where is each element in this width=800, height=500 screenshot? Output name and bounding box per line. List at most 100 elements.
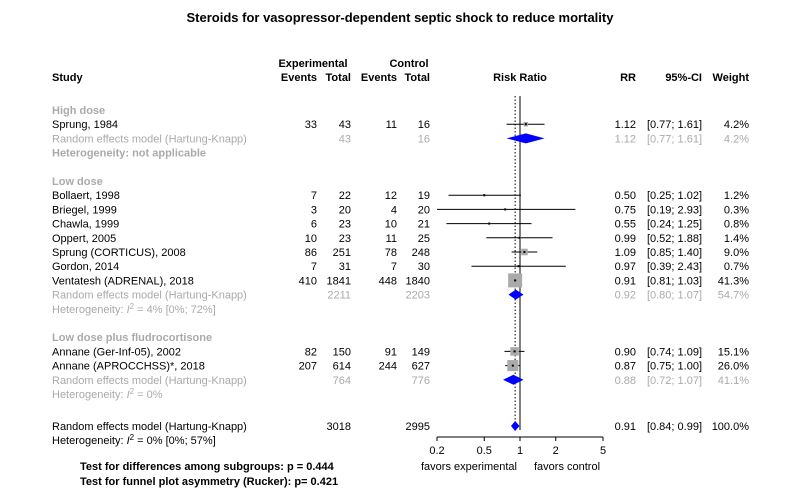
x-tick-label: 0.5: [477, 445, 492, 457]
heterogeneity-text: Heterogeneity: I2 = 4% [0%; 72%]: [52, 302, 216, 316]
exp-total: 1841: [327, 275, 351, 287]
exp-total: 31: [339, 261, 351, 273]
exp-total: 150: [333, 346, 351, 358]
exp-events: 207: [299, 361, 317, 373]
overall-ctrl-total: 2995: [406, 421, 430, 433]
effect-point: [504, 208, 507, 211]
pooled-ctrl-total: 776: [412, 375, 430, 387]
study-name: Gordon, 2014: [52, 261, 119, 273]
rr-value: 0.50: [615, 190, 636, 202]
rr-value: 0.90: [615, 346, 636, 358]
ci-value: [0.75; 1.00]: [647, 361, 702, 373]
overall-label: Random effects model (Hartung-Knapp): [52, 421, 247, 433]
exp-total: 614: [333, 361, 351, 373]
header-experimental: Experimental: [278, 58, 347, 70]
pooled-diamond: [506, 133, 545, 144]
weight-value: 1.4%: [724, 233, 749, 245]
overall-weight: 100.0%: [712, 421, 750, 433]
exp-total: 23: [339, 219, 351, 231]
exp-total: 20: [339, 204, 351, 216]
exp-events: 7: [311, 190, 317, 202]
pooled-label: Random effects model (Hartung-Knapp): [52, 133, 247, 145]
exp-total: 23: [339, 233, 351, 245]
funnel-test-footnote: Test for funnel plot asymmetry (Rucker):…: [80, 476, 338, 488]
x-tick-label: 0.2: [429, 445, 444, 457]
exp-events: 7: [311, 261, 317, 273]
ci-value: [0.81; 1.03]: [647, 275, 702, 287]
effect-point: [514, 279, 517, 282]
pooled-ci: [0.77; 1.61]: [647, 133, 702, 145]
heterogeneity-text: Heterogeneity: I2 = 0%: [52, 387, 163, 401]
effect-point: [523, 251, 526, 253]
pooled-label: Random effects model (Hartung-Knapp): [52, 375, 247, 387]
pooled-rr: 0.88: [615, 375, 636, 387]
header-exp-events: Events: [281, 72, 317, 84]
ctrl-total: 21: [418, 219, 430, 231]
ctrl-events: 11: [386, 233, 397, 245]
ctrl-events: 12: [385, 190, 397, 202]
header-rr: RR: [620, 72, 636, 84]
effect-point: [483, 194, 486, 197]
exp-events: 10: [305, 233, 317, 245]
exp-total: 22: [339, 190, 351, 202]
ci-value: [0.24; 1.25]: [647, 219, 702, 231]
exp-events: 33: [305, 119, 317, 131]
exp-events: 6: [311, 219, 317, 231]
pooled-ci: [0.72; 1.07]: [647, 375, 702, 387]
ci-value: [0.52; 1.88]: [647, 233, 702, 245]
pooled-weight: 41.1%: [718, 375, 749, 387]
exp-events: 410: [299, 275, 317, 287]
header-control: Control: [389, 58, 428, 70]
rr-value: 1.12: [615, 119, 636, 131]
exp-events: 82: [305, 346, 317, 358]
ci-value: [0.25; 1.02]: [647, 190, 702, 202]
ctrl-events: 244: [379, 361, 397, 373]
study-name: Chawla, 1999: [52, 219, 119, 231]
study-name: Sprung (CORTICUS), 2008: [52, 247, 186, 259]
ctrl-total: 25: [418, 233, 430, 245]
ctrl-events: 78: [385, 247, 397, 259]
effect-point: [511, 364, 514, 367]
overall-exp-total: 3018: [327, 421, 351, 433]
pooled-exp-total: 43: [339, 133, 351, 145]
ctrl-total: 627: [412, 361, 430, 373]
pooled-rr: 1.12: [615, 133, 636, 145]
study-name: Annane (APROCCHSS)*, 2018: [52, 361, 205, 373]
pooled-diamond: [503, 374, 524, 385]
subgroup-label: Low dose: [52, 176, 103, 188]
header-ctrl-total: Total: [405, 72, 430, 84]
subgroup-label: High dose: [52, 105, 105, 117]
study-name: Oppert, 2005: [52, 233, 116, 245]
ci-value: [0.74; 1.09]: [647, 346, 702, 358]
header-ci: 95%-CI: [665, 72, 702, 84]
rr-value: 1.09: [615, 247, 636, 259]
study-name: Briegel, 1999: [52, 204, 117, 216]
weight-value: 0.3%: [724, 204, 749, 216]
pooled-weight: 4.2%: [724, 133, 749, 145]
pooled-exp-total: 2211: [327, 290, 351, 302]
heterogeneity-text: Heterogeneity: not applicable: [52, 148, 206, 160]
header-weight: Weight: [713, 72, 750, 84]
ctrl-events: 10: [385, 219, 397, 231]
rr-value: 0.75: [615, 204, 636, 216]
effect-point: [488, 222, 491, 225]
x-tick-label: 5: [600, 445, 606, 457]
exp-total: 43: [339, 119, 351, 131]
ctrl-total: 248: [412, 247, 430, 259]
pooled-weight: 54.7%: [718, 290, 749, 302]
rr-value: 0.55: [615, 219, 636, 231]
weight-value: 9.0%: [724, 247, 749, 259]
effect-point: [517, 265, 520, 268]
favors-experimental-label: favors experimental: [421, 461, 517, 473]
study-name: Bollaert, 1998: [52, 190, 120, 202]
exp-events: 3: [311, 204, 317, 216]
pooled-ctrl-total: 2203: [406, 290, 430, 302]
pooled-exp-total: 764: [333, 375, 351, 387]
ci-value: [0.85; 1.40]: [647, 247, 702, 259]
weight-value: 26.0%: [718, 361, 749, 373]
study-name: Sprung, 1984: [52, 119, 118, 131]
ctrl-total: 30: [418, 261, 430, 273]
ctrl-events: 448: [379, 275, 397, 287]
ctrl-events: 91: [385, 346, 397, 358]
